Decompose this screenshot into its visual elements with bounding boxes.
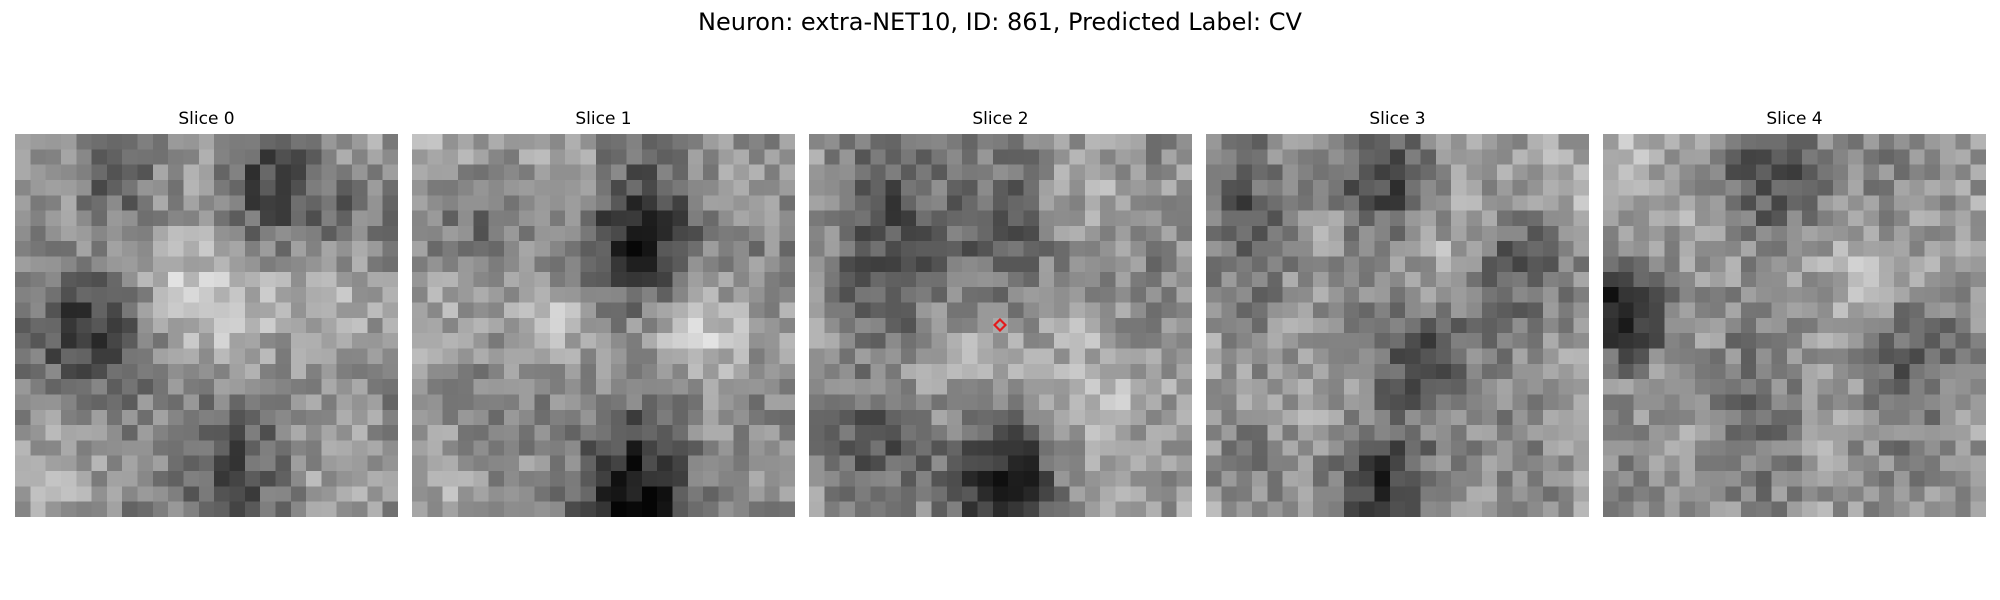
slice-image [1206, 134, 1589, 517]
slice-image [412, 134, 795, 517]
slice-panel-0: Slice 0 [15, 108, 398, 519]
slice-title: Slice 1 [575, 109, 632, 129]
slice-title: Slice 2 [972, 109, 1029, 129]
slice-panel-1: Slice 1 [412, 108, 795, 519]
slice-canvas [809, 134, 1192, 517]
marker-shape [993, 318, 1007, 332]
slice-panel-4: Slice 4 [1603, 108, 1986, 519]
diamond-marker-icon [993, 318, 1007, 332]
slice-panel-3: Slice 3 [1206, 108, 1589, 519]
slice-image [15, 134, 398, 517]
slice-title: Slice 0 [178, 109, 235, 129]
slice-panel-2: Slice 2 [809, 108, 1192, 519]
slice-title: Slice 3 [1369, 109, 1426, 129]
figure-title: Neuron: extra-NET10, ID: 861, Predicted … [698, 8, 1302, 36]
slice-image [809, 134, 1192, 517]
slice-canvas [412, 134, 795, 517]
slice-canvas [1603, 134, 1986, 517]
slice-canvas [1206, 134, 1589, 517]
slice-title: Slice 4 [1766, 109, 1823, 129]
slice-image [1603, 134, 1986, 517]
slice-canvas [15, 134, 398, 517]
